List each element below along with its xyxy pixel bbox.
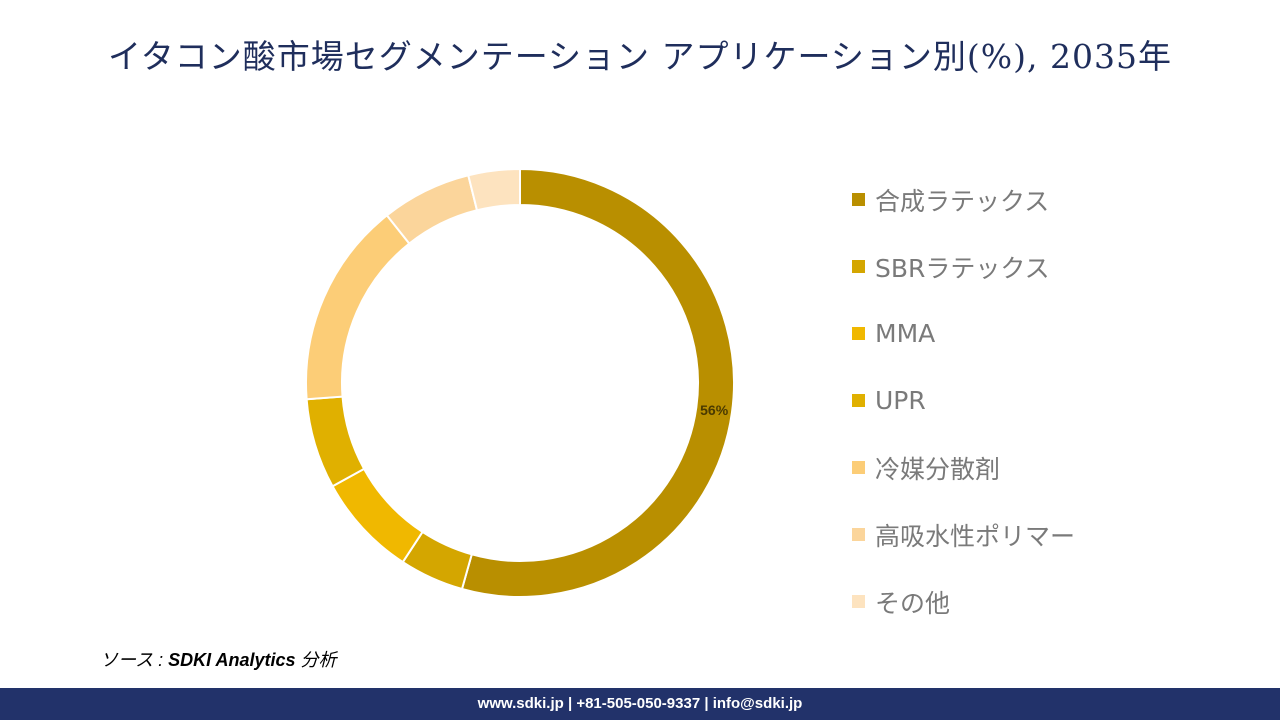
source-prefix: ソース : xyxy=(100,650,169,670)
legend-item: 高吸水性ポリマー xyxy=(852,501,1252,568)
legend-swatch xyxy=(852,260,865,273)
source-brand: SDKI Analytics xyxy=(168,650,296,670)
donut-slice-4 xyxy=(305,395,366,488)
legend: 合成ラテックス SBRラテックス MMA UPR 冷媒分散剤高吸水性ポリマー その他 xyxy=(852,166,1252,635)
legend-swatch xyxy=(852,461,865,474)
legend-label: その他 xyxy=(875,588,951,618)
donut-slice-1 xyxy=(460,167,735,598)
donut-slice-5 xyxy=(305,213,411,401)
legend-item: 冷媒分散剤 xyxy=(852,434,1252,501)
legend-label: SBRラテックス xyxy=(875,253,1050,283)
legend-item: UPR xyxy=(852,367,1252,434)
donut-slice-7 xyxy=(467,167,521,212)
source-note: ソース : SDKI Analytics 分析 xyxy=(100,646,337,672)
legend-swatch xyxy=(852,394,865,407)
legend-label: 高吸水性ポリマー xyxy=(875,521,1076,551)
legend-label: 合成ラテックス xyxy=(875,186,1050,216)
legend-swatch xyxy=(852,193,865,206)
legend-item: 合成ラテックス xyxy=(852,166,1252,233)
legend-item: SBRラテックス xyxy=(852,233,1252,300)
legend-swatch xyxy=(852,528,865,541)
legend-swatch xyxy=(852,595,865,608)
source-suffix: 分析 xyxy=(295,650,337,670)
legend-label: MMA xyxy=(875,319,936,348)
chart-title: イタコン酸市場セグメンテーション アプリケーション別(%), 2035年 xyxy=(108,37,1172,76)
donut-chart: 56% xyxy=(305,167,735,598)
legend-item: その他 xyxy=(852,568,1252,635)
legend-label: UPR xyxy=(875,386,926,415)
data-label-1: 56% xyxy=(700,402,729,418)
donut-slice-3 xyxy=(331,467,424,564)
legend-label: 冷媒分散剤 xyxy=(875,454,1001,484)
footer-contact-bar: www.sdki.jp | +81-505-050-9337 | info@sd… xyxy=(0,688,1280,720)
donut-slice-6 xyxy=(385,174,479,245)
legend-swatch xyxy=(852,327,865,340)
legend-item: MMA xyxy=(852,300,1252,367)
